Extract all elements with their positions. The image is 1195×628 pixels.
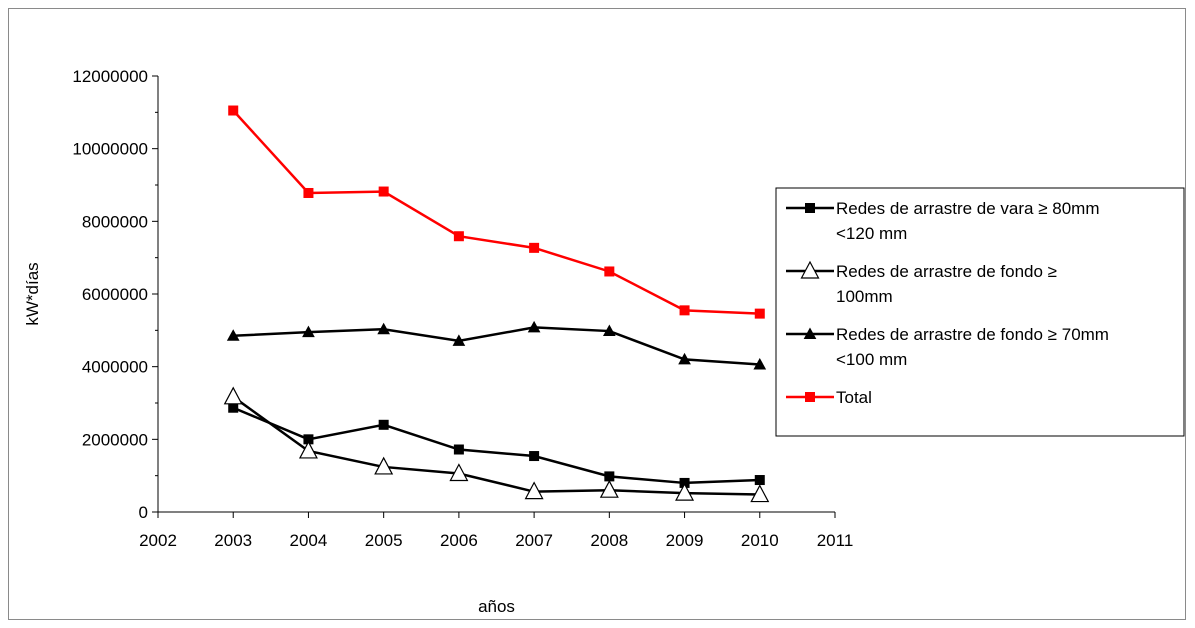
y-tick-label: 0 bbox=[139, 503, 148, 522]
data-point bbox=[452, 334, 466, 346]
data-point bbox=[223, 386, 243, 405]
series-1 bbox=[228, 402, 765, 488]
series-layer bbox=[223, 105, 770, 503]
series-line bbox=[232, 395, 760, 496]
legend-label: <100 mm bbox=[836, 350, 907, 369]
legend-label: Redes de arrastre de vara ≥ 80mm bbox=[836, 199, 1100, 218]
legend-entry-3: Redes de arrastre de fondo ≥ 70mm <100 mm bbox=[786, 325, 1109, 369]
legend-marker bbox=[805, 203, 815, 213]
data-point bbox=[753, 357, 767, 370]
x-tick-label: 2003 bbox=[214, 531, 252, 550]
data-point bbox=[602, 324, 616, 337]
y-tick-label: 6000000 bbox=[82, 285, 148, 304]
legend-label: Total bbox=[836, 388, 872, 407]
x-tick-label: 2011 bbox=[817, 531, 854, 550]
axes: 0 2000000 4000000 6000000 8000000 10000000 120… bbox=[72, 67, 853, 550]
x-tick-label: 2009 bbox=[666, 531, 704, 550]
data-point bbox=[604, 266, 615, 277]
legend: Redes de arrastre de vara ≥ 80mm<120 mmR… bbox=[775, 187, 1185, 437]
data-point bbox=[228, 105, 239, 116]
data-point bbox=[453, 231, 464, 242]
y-tick-label: 12000000 bbox=[72, 67, 148, 86]
legend-entry-1: Redes de arrastre de vara ≥ 80mm <120 mm bbox=[786, 199, 1100, 243]
legend-marker bbox=[805, 392, 815, 402]
data-point bbox=[378, 419, 389, 430]
data-point bbox=[302, 325, 315, 338]
data-point bbox=[604, 471, 615, 482]
data-point bbox=[529, 451, 540, 462]
data-point bbox=[524, 481, 544, 500]
y-tick-label: 4000000 bbox=[82, 358, 148, 377]
data-point bbox=[377, 322, 391, 335]
data-point bbox=[754, 308, 765, 319]
series-4 bbox=[228, 105, 765, 319]
x-tick-label: 2002 bbox=[139, 531, 177, 550]
x-tick-label: 2007 bbox=[515, 531, 553, 550]
x-tick-label: 2006 bbox=[440, 531, 478, 550]
data-point bbox=[679, 305, 690, 316]
x-tick-label: 2008 bbox=[590, 531, 628, 550]
series-line bbox=[232, 406, 760, 485]
data-point bbox=[750, 484, 770, 503]
data-point bbox=[453, 444, 464, 455]
x-tick-label: 2004 bbox=[290, 531, 328, 550]
data-point bbox=[675, 482, 695, 501]
legend-label: 100mm bbox=[836, 287, 893, 306]
series-line bbox=[233, 326, 760, 366]
data-point bbox=[527, 320, 541, 333]
y-tick-label: 8000000 bbox=[82, 212, 148, 231]
legend-marker bbox=[803, 327, 817, 339]
series-2 bbox=[223, 386, 770, 503]
x-tick-label: 2010 bbox=[741, 531, 779, 550]
legend-label: Redes de arrastre de fondo ≥ 70mm bbox=[836, 325, 1109, 344]
data-point bbox=[303, 187, 314, 198]
data-point bbox=[374, 456, 394, 475]
legend-box bbox=[775, 187, 1185, 437]
series-line bbox=[232, 109, 760, 315]
legend-entry-2: Redes de arrastre de fondo ≥ 100mm bbox=[786, 260, 1057, 306]
y-tick-label: 2000000 bbox=[82, 430, 148, 449]
x-tick-label: 2005 bbox=[365, 531, 403, 550]
data-point bbox=[378, 186, 389, 197]
data-point bbox=[529, 242, 540, 253]
data-point bbox=[228, 402, 239, 413]
x-axis-title: años bbox=[478, 597, 515, 616]
data-point bbox=[226, 329, 240, 341]
series-3 bbox=[226, 320, 767, 370]
data-point bbox=[678, 352, 691, 365]
data-point bbox=[298, 440, 318, 459]
legend-marker bbox=[800, 260, 820, 279]
y-tick-label: 10000000 bbox=[72, 140, 148, 159]
legend-label: <120 mm bbox=[836, 224, 907, 243]
legend-label: Redes de arrastre de fondo ≥ bbox=[836, 262, 1057, 281]
data-point bbox=[599, 479, 619, 498]
data-point bbox=[449, 463, 469, 482]
data-point bbox=[754, 475, 765, 486]
legend-entry-4: Total bbox=[786, 388, 872, 407]
y-axis-title: kW*días bbox=[23, 262, 42, 325]
